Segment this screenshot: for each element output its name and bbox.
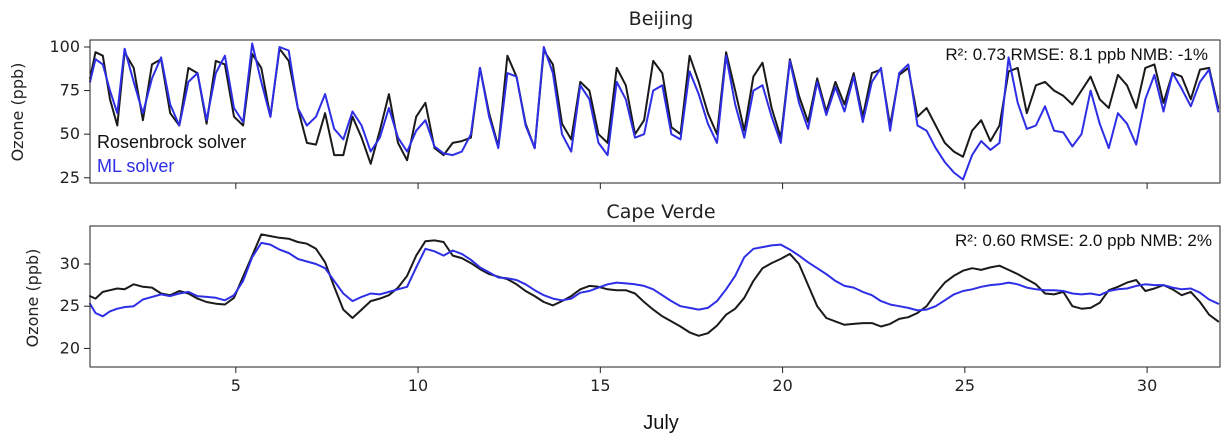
ytick-label: 20 [60,338,80,357]
ytick-label: 50 [60,124,80,143]
x-axis-label: July [643,412,679,434]
beijing-stats: R²: 0.73 RMSE: 8.1 ppb NMB: -1% [945,45,1208,64]
cape-verde-title: Cape Verde [606,201,715,223]
ml-line [89,241,1220,318]
rosenbrock-line [89,47,1220,165]
legend-rosenbrock: Rosenbrock solver [97,132,246,152]
cape-verde-lines [89,233,1220,337]
beijing-lines [89,42,1220,181]
ytick-label: 30 [60,254,80,273]
beijing-yticks: 25 50 75 100 [49,37,90,187]
cape-verde-stats: R²: 0.60 RMSE: 2.0 ppb NMB: 2% [955,231,1212,250]
cape-verde-yticks: 20 25 30 [60,254,90,357]
ytick-label: 100 [49,37,80,56]
cape-verde-ylabel: Ozone (ppb) [23,249,42,348]
beijing-panel: Beijing Ozone (ppb) 25 50 75 100 R²: 0.73 R… [8,8,1221,189]
beijing-title: Beijing [629,8,694,30]
xtick-label: 20 [772,376,792,395]
xtick-label: 25 [955,376,975,395]
xtick-label: 30 [1137,376,1157,395]
beijing-ylabel: Ozone (ppb) [8,63,27,162]
cape-verde-axes-frame [89,225,1221,368]
legend-ml: ML solver [97,156,174,176]
cape-verde-xticks: 5 10 15 20 25 30 [231,367,1157,395]
ytick-label: 25 [60,296,80,315]
ml-line [89,42,1220,181]
xtick-label: 15 [590,376,610,395]
beijing-xtick-marks [235,183,1148,189]
rosenbrock-line [89,233,1220,337]
ytick-label: 25 [60,168,80,187]
xtick-label: 5 [231,376,241,395]
cape-verde-panel: Cape Verde Ozone (ppb) 20 25 30 5 10 15 20 25 3… [23,201,1221,395]
xtick-label: 10 [408,376,428,395]
beijing-axes-frame [89,39,1221,184]
ytick-label: 75 [60,81,80,100]
